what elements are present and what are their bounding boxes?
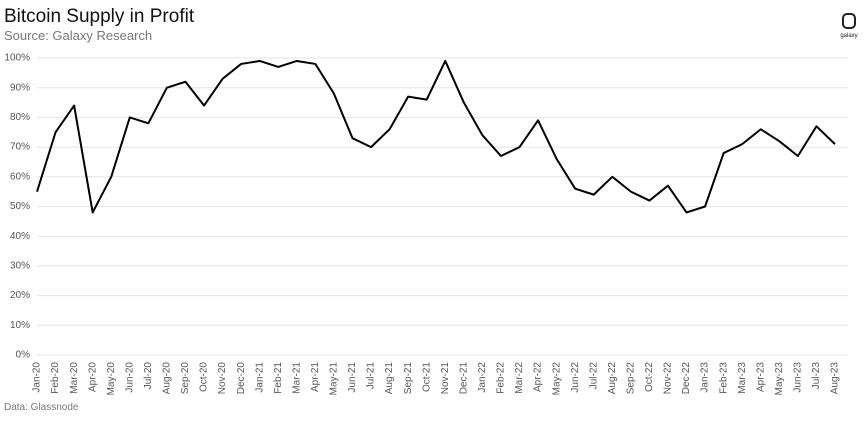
x-tick-label: Jun-22: [570, 362, 581, 393]
x-tick-label: Jul-21: [366, 362, 377, 390]
chart-subtitle: Source: Galaxy Research: [4, 28, 152, 43]
x-tick-label: Oct-22: [644, 362, 655, 392]
x-tick-label: May-23: [774, 362, 785, 396]
x-tick-label: Jan-22: [477, 362, 488, 393]
x-tick-label: Jan-20: [32, 362, 43, 393]
y-tick-label: 90%: [10, 82, 30, 93]
x-tick-label: Aug-20: [162, 362, 173, 395]
x-tick-label: Nov-22: [663, 362, 674, 395]
y-tick-label: 10%: [10, 320, 30, 331]
x-tick-label: Mar-21: [291, 362, 302, 394]
logo-icon: [842, 13, 856, 29]
x-tick-label: Sep-20: [180, 362, 191, 395]
y-tick-label: 40%: [10, 231, 30, 242]
x-tick-label: Apr-21: [310, 362, 321, 392]
x-tick-label: Aug-22: [607, 362, 618, 395]
x-tick-label: Feb-22: [496, 362, 507, 394]
x-tick-label: Nov-20: [217, 362, 228, 395]
x-tick-label: Apr-20: [87, 362, 98, 392]
x-tick-label: Mar-20: [69, 362, 80, 394]
x-tick-label: Apr-23: [755, 362, 766, 392]
source-note: Data: Glassnode: [4, 402, 79, 413]
x-tick-label: Oct-21: [421, 362, 432, 392]
x-tick-label: Jan-21: [254, 362, 265, 393]
x-tick-label: Sep-21: [403, 362, 414, 395]
x-tick-label: Jun-21: [347, 362, 358, 393]
x-tick-label: Aug-21: [384, 362, 395, 395]
chart-title: Bitcoin Supply in Profit: [4, 6, 195, 27]
data-line: [36, 59, 836, 214]
x-tick-label: Sep-22: [626, 362, 637, 395]
y-tick-label: 0%: [16, 350, 31, 361]
y-tick-label: 100%: [4, 53, 30, 64]
x-tick-label: Dec-21: [458, 362, 469, 395]
y-tick-label: 30%: [10, 261, 30, 272]
x-tick-label: Feb-21: [273, 362, 284, 394]
x-tick-label: Oct-20: [199, 362, 210, 392]
x-tick-label: Dec-22: [681, 362, 692, 395]
y-tick-label: 50%: [10, 201, 30, 212]
x-tick-label: May-22: [551, 362, 562, 396]
x-tick-label: May-20: [106, 362, 117, 396]
x-tick-label: Nov-21: [440, 362, 451, 395]
x-tick-label: Jun-23: [793, 362, 804, 393]
x-tick-label: Feb-20: [50, 362, 61, 394]
logo-text: galaxy: [840, 33, 857, 39]
x-tick-label: Mar-23: [737, 362, 748, 394]
x-tick-label: Jun-20: [124, 362, 135, 393]
x-tick-label: Dec-20: [236, 362, 247, 395]
x-tick-label: May-21: [329, 362, 340, 396]
x-tick-label: Apr-22: [533, 362, 544, 392]
y-tick-label: 60%: [10, 171, 30, 182]
x-tick-label: Jan-23: [700, 362, 711, 393]
x-tick-label: Aug-23: [830, 362, 841, 395]
y-tick-label: 20%: [10, 290, 30, 301]
x-tick-label: Feb-23: [718, 362, 729, 394]
x-tick-label: Jul-22: [588, 362, 599, 390]
x-tick-label: Jul-20: [143, 362, 154, 390]
x-tick-label: Jul-23: [811, 362, 822, 390]
y-tick-label: 70%: [10, 142, 30, 153]
x-tick-label: Mar-22: [514, 362, 525, 394]
y-tick-label: 80%: [10, 112, 30, 123]
